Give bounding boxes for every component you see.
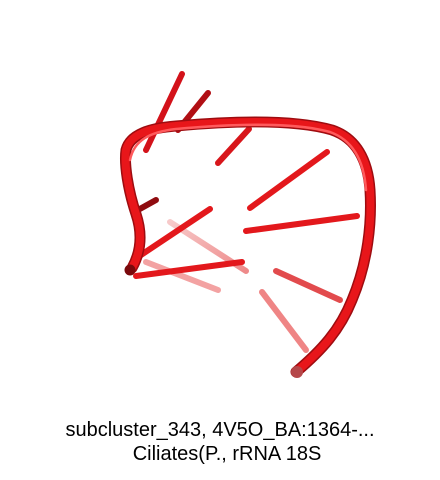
- base-stick: [247, 149, 330, 211]
- base-stick: [259, 289, 309, 353]
- base-stick: [135, 197, 159, 213]
- base-stick: [135, 206, 213, 260]
- backbone-highlight: [128, 123, 368, 192]
- structure-caption: subcluster_343, 4V5O_BA:1364-... Ciliate…: [0, 418, 440, 466]
- caption-organism: Ciliates(P., rRNA 18S: [132, 443, 322, 465]
- nucleotide-sticks: [133, 71, 360, 279]
- base-stick: [143, 259, 221, 293]
- strand-end-cap: [124, 264, 136, 276]
- backbone-tube: [121, 118, 375, 376]
- base-stick: [215, 126, 252, 166]
- caption-title: subcluster_343, 4V5O_BA:1364-...: [65, 419, 375, 441]
- faded-nucleotide-sticks: [143, 219, 343, 353]
- rna-3d-structure: [120, 71, 376, 378]
- base-stick: [273, 268, 343, 303]
- base-stick: [243, 213, 360, 234]
- base-stick: [143, 71, 185, 153]
- strand-end-cap: [291, 366, 303, 378]
- base-stick: [133, 259, 245, 279]
